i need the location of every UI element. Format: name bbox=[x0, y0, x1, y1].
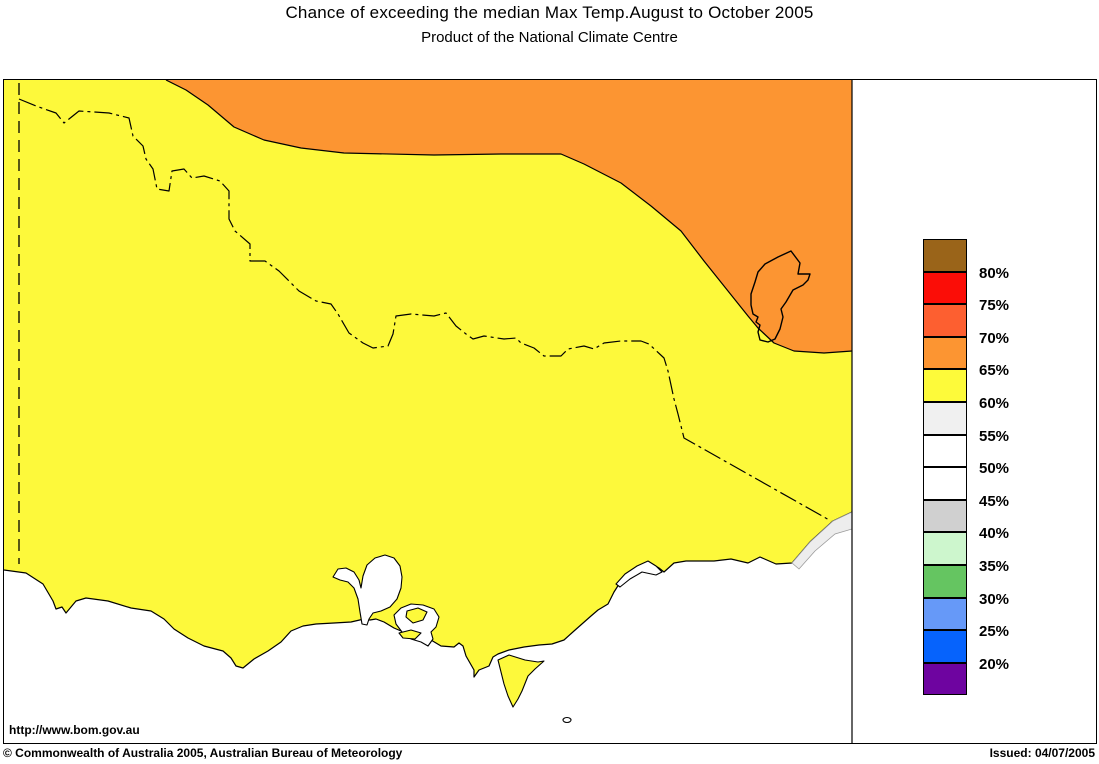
northeast-district-outline bbox=[750, 250, 811, 343]
legend-label: 35% bbox=[979, 557, 1010, 575]
legend-color-swatch bbox=[923, 630, 967, 663]
legend-color-swatch bbox=[923, 467, 967, 500]
legend-band: 75% bbox=[923, 271, 1063, 314]
legend-band: 35% bbox=[923, 532, 1063, 575]
legend-label: 60% bbox=[979, 394, 1010, 412]
legend-label: 50% bbox=[979, 460, 1010, 478]
legend-color-swatch bbox=[923, 401, 967, 435]
legend-label: 55% bbox=[979, 427, 1010, 445]
legend-band: 60% bbox=[923, 369, 1063, 412]
legend-band: 50% bbox=[923, 434, 1063, 477]
legend-band: 55% bbox=[923, 401, 1063, 445]
legend-label: 20% bbox=[979, 655, 1010, 673]
legend-band bbox=[923, 662, 1063, 697]
legend-color-swatch bbox=[923, 597, 967, 631]
legend-band: 20% bbox=[923, 630, 1063, 673]
footer: © Commonwealth of Australia 2005, Austra… bbox=[3, 746, 1096, 764]
probability-contour bbox=[165, 80, 853, 354]
legend-band: 40% bbox=[923, 499, 1063, 542]
page-title: Chance of exceeding the median Max Temp.… bbox=[285, 3, 814, 22]
legend-color-swatch bbox=[923, 336, 967, 370]
french-island bbox=[405, 607, 428, 624]
wilsons-promontory bbox=[497, 654, 545, 708]
victoria-map bbox=[4, 80, 853, 743]
legend-color-swatch bbox=[923, 499, 967, 533]
district-boundary bbox=[18, 98, 832, 522]
gippsland-lakes bbox=[615, 560, 663, 588]
bom-url-label: http://www.bom.gov.au bbox=[9, 723, 140, 737]
legend-color-swatch bbox=[923, 532, 967, 565]
page-subtitle: Product of the National Climate Centre bbox=[421, 29, 678, 46]
copyright-text: © Commonwealth of Australia 2005, Austra… bbox=[3, 746, 403, 760]
issued-date: Issued: 04/07/2005 bbox=[989, 746, 1095, 760]
phillip-island bbox=[398, 629, 422, 640]
legend-color-swatch bbox=[923, 304, 967, 337]
legend-label: 25% bbox=[979, 623, 1010, 641]
small-island bbox=[562, 716, 572, 724]
orange-band-region bbox=[166, 80, 852, 353]
legend-band: 70% bbox=[923, 304, 1063, 347]
victoria-land bbox=[4, 80, 852, 677]
legend-color-swatch bbox=[923, 662, 967, 696]
legend-color-swatch bbox=[923, 239, 967, 272]
legend-color-swatch bbox=[923, 564, 967, 598]
legend-color-swatch bbox=[923, 369, 967, 402]
legend-label: 40% bbox=[979, 525, 1010, 543]
legend-band: 80% bbox=[923, 239, 1063, 282]
legend-label: 75% bbox=[979, 297, 1010, 315]
probability-legend: 80% 75% 70% 65% 60% bbox=[923, 239, 1063, 697]
legend-band: 30% bbox=[923, 564, 1063, 608]
map-frame: 80% 75% 70% 65% 60% bbox=[3, 79, 1097, 744]
legend-label: 70% bbox=[979, 329, 1010, 347]
legend-band: 65% bbox=[923, 336, 1063, 379]
legend-band: 45% bbox=[923, 467, 1063, 510]
legend-label: 45% bbox=[979, 492, 1010, 510]
legend-label: 30% bbox=[979, 590, 1010, 608]
legend-band: 25% bbox=[923, 597, 1063, 640]
legend-label: 65% bbox=[979, 362, 1010, 380]
legend-color-swatch bbox=[923, 434, 967, 468]
legend-color-swatch bbox=[923, 271, 967, 305]
port-phillip-bay bbox=[332, 554, 403, 626]
legend-label: 80% bbox=[979, 264, 1010, 282]
